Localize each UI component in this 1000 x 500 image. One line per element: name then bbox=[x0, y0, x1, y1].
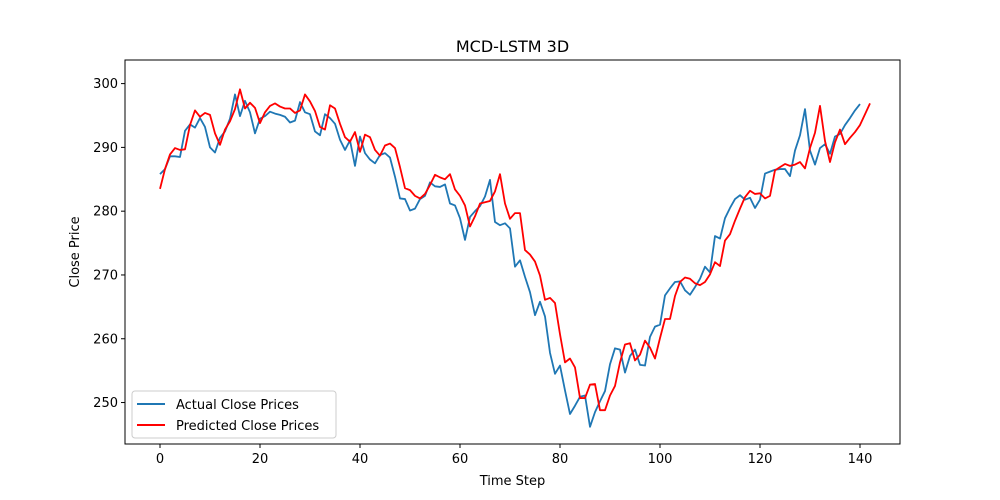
x-tick-label: 80 bbox=[552, 452, 569, 467]
x-tick-label: 0 bbox=[156, 452, 164, 467]
x-tick-label: 120 bbox=[748, 452, 773, 467]
y-axis: 250 260 270 280 290 300 bbox=[93, 77, 125, 411]
legend-box bbox=[131, 390, 337, 439]
legend: Actual Close Prices Predicted Close Pric… bbox=[131, 390, 337, 439]
x-tick-label: 100 bbox=[648, 452, 673, 467]
plot-frame bbox=[124, 59, 901, 445]
chart-title: MCD-LSTM 3D bbox=[456, 37, 569, 56]
x-axis-label: Time Step bbox=[479, 474, 546, 489]
y-tick-label: 290 bbox=[93, 141, 118, 156]
y-axis-label: Close Price bbox=[68, 216, 83, 287]
legend-label-actual: Actual Close Prices bbox=[176, 398, 299, 413]
y-tick-label: 260 bbox=[93, 332, 118, 347]
series-line-predicted bbox=[159, 88, 871, 412]
x-tick-label: 140 bbox=[848, 452, 873, 467]
y-tick-label: 270 bbox=[93, 268, 118, 283]
plot-area bbox=[159, 88, 871, 428]
y-tick-label: 280 bbox=[93, 205, 118, 220]
x-tick-label: 60 bbox=[452, 452, 469, 467]
x-tick-label: 40 bbox=[352, 452, 369, 467]
series-line-actual bbox=[159, 93, 861, 428]
legend-label-predicted: Predicted Close Prices bbox=[176, 419, 319, 434]
y-tick-label: 300 bbox=[93, 77, 118, 92]
y-tick-label: 250 bbox=[93, 396, 118, 411]
x-tick-label: 20 bbox=[252, 452, 269, 467]
x-axis: 0 20 40 60 80 100 120 140 bbox=[156, 444, 873, 467]
